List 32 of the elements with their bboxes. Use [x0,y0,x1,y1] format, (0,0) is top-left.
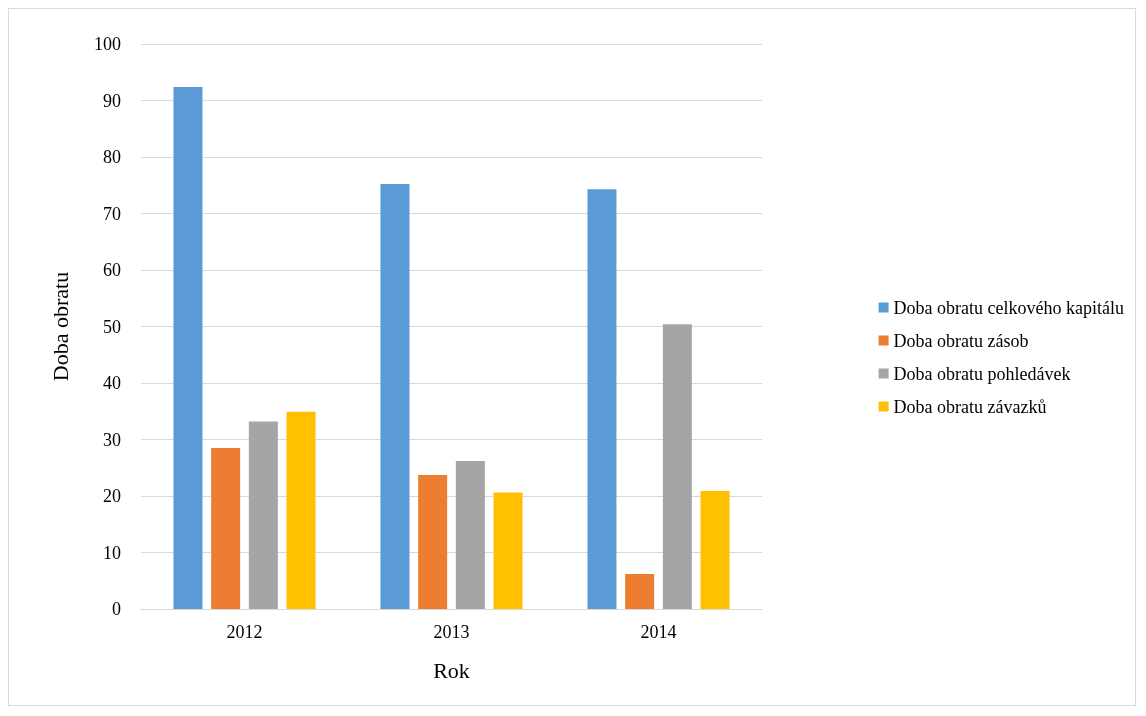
legend-label: Doba obratu pohledávek [893,363,1071,384]
y-tick-label: 0 [112,599,121,619]
legend-label: Doba obratu zásob [893,330,1029,351]
bar [493,492,523,609]
y-tick-label: 60 [103,260,121,280]
x-tick-label: 2013 [433,622,470,642]
y-tick-label: 10 [103,542,121,563]
bar [248,421,278,609]
y-tick-label: 70 [103,203,121,224]
bar [625,573,655,609]
bar [700,490,730,609]
x-axis-title: Rok [433,657,470,683]
bar [380,184,410,609]
y-axis-title: Doba obratu [47,271,73,382]
y-tick-label: 50 [103,316,121,337]
x-tick-label: 2012 [226,622,263,642]
bar [662,324,692,609]
x-tick-label: 2014 [640,622,677,642]
bar [455,460,485,609]
y-tick-label: 90 [103,90,121,111]
bar [211,447,241,609]
y-tick-label: 40 [103,373,121,393]
y-tick-label: 20 [103,486,121,506]
y-tick-label: 80 [103,147,121,167]
legend-label: Doba obratu závazků [893,396,1047,417]
y-tick-label: 30 [103,429,121,450]
bar [418,475,448,609]
legend-label: Doba obratu celkového kapitálu [893,297,1125,318]
bar [173,86,203,609]
y-tick-label: 100 [94,34,121,54]
bar [587,189,617,609]
bar [286,411,316,609]
